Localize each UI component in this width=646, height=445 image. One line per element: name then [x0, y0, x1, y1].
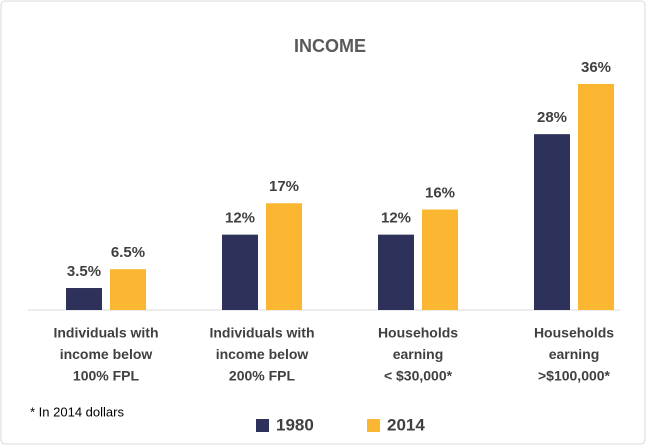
- legend-label: 2014: [387, 415, 425, 434]
- x-tick-label: 200% FPL: [229, 368, 296, 384]
- chart-title: INCOME: [294, 36, 366, 56]
- bar: [266, 203, 302, 310]
- bar: [222, 234, 258, 310]
- bar: [66, 288, 102, 310]
- data-label: 16%: [425, 184, 455, 201]
- data-label: 6.5%: [111, 244, 145, 261]
- x-tick-label: income below: [216, 346, 309, 362]
- x-tick-label: Individuals with: [209, 325, 314, 341]
- x-tick-label: earning: [549, 346, 600, 362]
- data-label: 3.5%: [67, 263, 101, 280]
- bar: [422, 209, 458, 310]
- x-tick-label: earning: [393, 346, 444, 362]
- data-label: 17%: [269, 178, 299, 195]
- data-label: 12%: [225, 210, 255, 227]
- bar: [578, 83, 614, 310]
- x-tick-label: >$100,000*: [538, 368, 611, 384]
- data-label: 36%: [581, 59, 611, 76]
- x-tick-label: Households: [534, 325, 614, 341]
- bar: [378, 234, 414, 310]
- x-tick-label: Individuals with: [53, 325, 158, 341]
- x-tick-label: Households: [378, 325, 458, 341]
- data-label: 28%: [537, 109, 567, 126]
- x-tick-label: 100% FPL: [73, 368, 140, 384]
- footnote: * In 2014 dollars: [30, 404, 124, 419]
- x-tick-label: < $30,000*: [384, 368, 453, 384]
- bar: [534, 134, 570, 310]
- legend-label: 1980: [276, 415, 314, 434]
- legend-swatch: [367, 419, 380, 432]
- data-label: 12%: [381, 210, 411, 227]
- legend-swatch: [256, 419, 269, 432]
- bar: [110, 269, 146, 310]
- x-tick-label: income below: [60, 346, 153, 362]
